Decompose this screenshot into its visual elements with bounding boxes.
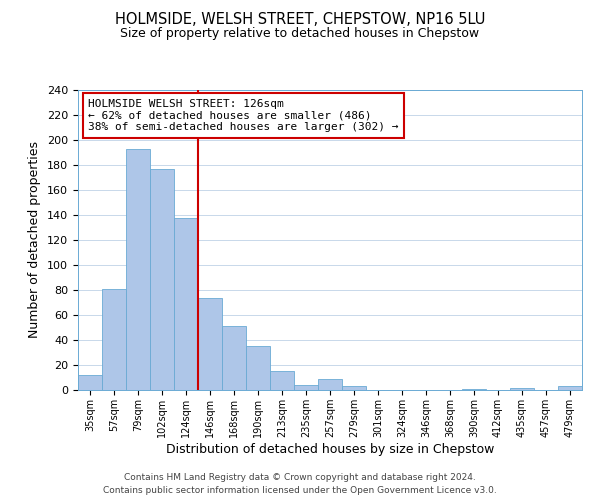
Text: Contains HM Land Registry data © Crown copyright and database right 2024.
Contai: Contains HM Land Registry data © Crown c… — [103, 474, 497, 495]
Bar — [126, 149, 150, 390]
Bar — [342, 386, 366, 390]
Text: HOLMSIDE, WELSH STREET, CHEPSTOW, NP16 5LU: HOLMSIDE, WELSH STREET, CHEPSTOW, NP16 5… — [115, 12, 485, 28]
Bar — [270, 371, 294, 390]
Bar — [462, 389, 486, 390]
Bar — [510, 388, 534, 390]
Bar — [198, 298, 222, 390]
Bar — [78, 375, 102, 390]
Y-axis label: Number of detached properties: Number of detached properties — [28, 142, 41, 338]
Bar — [558, 386, 582, 390]
Bar — [102, 289, 126, 390]
Bar — [318, 379, 342, 390]
Bar — [222, 326, 246, 390]
Text: Size of property relative to detached houses in Chepstow: Size of property relative to detached ho… — [121, 28, 479, 40]
Bar — [246, 346, 270, 390]
Text: HOLMSIDE WELSH STREET: 126sqm
← 62% of detached houses are smaller (486)
38% of : HOLMSIDE WELSH STREET: 126sqm ← 62% of d… — [88, 99, 398, 132]
X-axis label: Distribution of detached houses by size in Chepstow: Distribution of detached houses by size … — [166, 442, 494, 456]
Bar — [150, 169, 174, 390]
Bar — [294, 385, 318, 390]
Bar — [174, 218, 198, 390]
